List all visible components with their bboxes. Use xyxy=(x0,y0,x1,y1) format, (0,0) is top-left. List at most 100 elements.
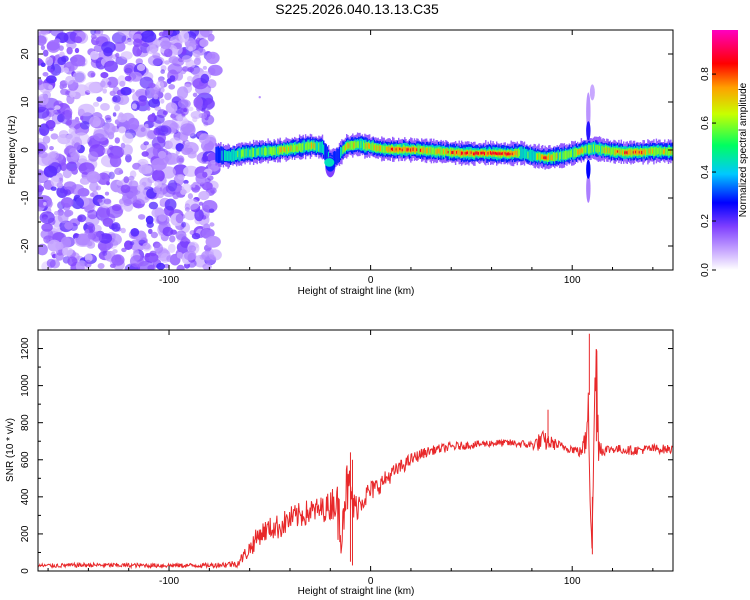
ridge-cell xyxy=(260,147,262,158)
noise-blob xyxy=(56,182,63,189)
ridge-cell xyxy=(404,147,406,152)
noise-blob xyxy=(66,119,72,126)
streak-feature xyxy=(586,159,591,179)
ridge-cell xyxy=(574,147,577,157)
noise-blob xyxy=(187,106,194,112)
noise-blob xyxy=(156,109,167,119)
ridge-cell xyxy=(579,149,581,155)
noise-blob xyxy=(184,210,197,221)
ridge-cell xyxy=(335,151,337,165)
ridge-cell xyxy=(216,146,219,163)
noise-blob xyxy=(89,192,95,198)
ridge-cell xyxy=(615,149,618,154)
ridge-cell xyxy=(539,152,541,162)
ridge-cell xyxy=(475,151,477,155)
ridge-cell xyxy=(542,154,544,159)
noise-blob xyxy=(74,47,80,54)
ridge-cell xyxy=(629,149,631,155)
noise-blob xyxy=(102,88,107,94)
ridge-cell xyxy=(534,151,537,162)
ridge-cell xyxy=(649,148,652,154)
ridge-cell xyxy=(596,145,598,153)
streak-feature xyxy=(586,174,591,203)
ridge-cell xyxy=(430,146,433,156)
noise-blob xyxy=(187,66,195,73)
snr-ylabel: SNR (10 * v/v) xyxy=(5,418,16,482)
ridge-cell xyxy=(567,151,569,158)
ridge-cell xyxy=(560,151,562,160)
noise-blob xyxy=(92,224,102,233)
ridge-cell xyxy=(621,150,624,155)
noise-blob xyxy=(38,106,50,119)
spectrogram-ytick-label: 0 xyxy=(20,147,31,153)
noise-blob xyxy=(183,179,189,185)
ridge-cell xyxy=(234,150,237,160)
spectrogram-ylabel: Frequency (Hz) xyxy=(7,116,18,185)
ridge-cell xyxy=(580,148,583,153)
ridge-cell xyxy=(531,150,533,162)
ridge-cell xyxy=(468,151,470,156)
ridge-cell xyxy=(360,141,362,148)
ridge-cell xyxy=(492,151,494,155)
ridge-cell xyxy=(546,156,549,161)
ridge-cell xyxy=(433,147,435,155)
streak-feature xyxy=(586,121,591,141)
snr-ytick-label: 800 xyxy=(20,414,31,431)
ridge-cell xyxy=(336,148,338,165)
ridge-cell xyxy=(528,149,531,161)
ridge-cell xyxy=(644,149,647,155)
spectrogram-ytick-label: 10 xyxy=(20,96,31,108)
ridge-cell xyxy=(467,151,469,155)
ridge-cell xyxy=(413,147,416,152)
noise-blob xyxy=(148,201,159,210)
ridge-cell xyxy=(411,147,413,153)
ridge-cell xyxy=(509,152,511,156)
ridge-cell xyxy=(508,152,510,156)
ridge-cell xyxy=(231,149,233,162)
noise-blob xyxy=(68,127,77,135)
ridge-cell xyxy=(568,150,571,158)
noise-blob xyxy=(74,116,80,123)
ridge-cell xyxy=(261,147,263,155)
ridge-cell xyxy=(296,146,298,151)
ridge-cell xyxy=(544,156,546,160)
noise-blob xyxy=(42,135,51,144)
ridge-cell xyxy=(284,147,286,153)
noise-blob xyxy=(92,129,109,142)
ridge-cell xyxy=(258,146,261,157)
ridge-cell xyxy=(369,143,371,149)
noise-blob xyxy=(62,246,73,257)
noise-blob xyxy=(111,254,125,266)
ridge-cell xyxy=(215,147,217,162)
noise-blob xyxy=(181,55,192,63)
noise-blob xyxy=(160,40,172,50)
spectrogram-xlabel: Height of straight line (km) xyxy=(298,286,415,297)
ridge-cell xyxy=(251,148,254,158)
ridge-cell xyxy=(512,151,515,157)
noise-blob xyxy=(119,80,126,87)
ridge-cell xyxy=(504,152,506,155)
ridge-cell xyxy=(637,150,639,155)
noise-blob xyxy=(102,251,108,256)
ridge-cell xyxy=(488,150,491,155)
ridge-cell xyxy=(317,141,319,152)
ridge-cell xyxy=(465,151,468,155)
noise-blob xyxy=(192,183,196,188)
noise-blob xyxy=(205,51,220,65)
noise-blob xyxy=(49,30,64,37)
noise-blob xyxy=(60,197,74,208)
noise-blob xyxy=(177,99,191,109)
ridge-cell xyxy=(300,143,302,153)
ridge-cell xyxy=(364,142,366,150)
noise-blob xyxy=(162,226,174,237)
noise-blob xyxy=(178,30,190,43)
ridge-cell xyxy=(275,146,278,157)
ridge-cell xyxy=(286,144,289,154)
ridge-cell xyxy=(451,151,453,154)
ridge-cell xyxy=(662,149,665,154)
ridge-cell xyxy=(405,147,407,152)
ridge-cell xyxy=(623,149,625,157)
ridge-cell xyxy=(355,141,358,148)
noise-blob xyxy=(157,77,165,83)
spectrogram-xtick-label: 100 xyxy=(564,275,581,286)
